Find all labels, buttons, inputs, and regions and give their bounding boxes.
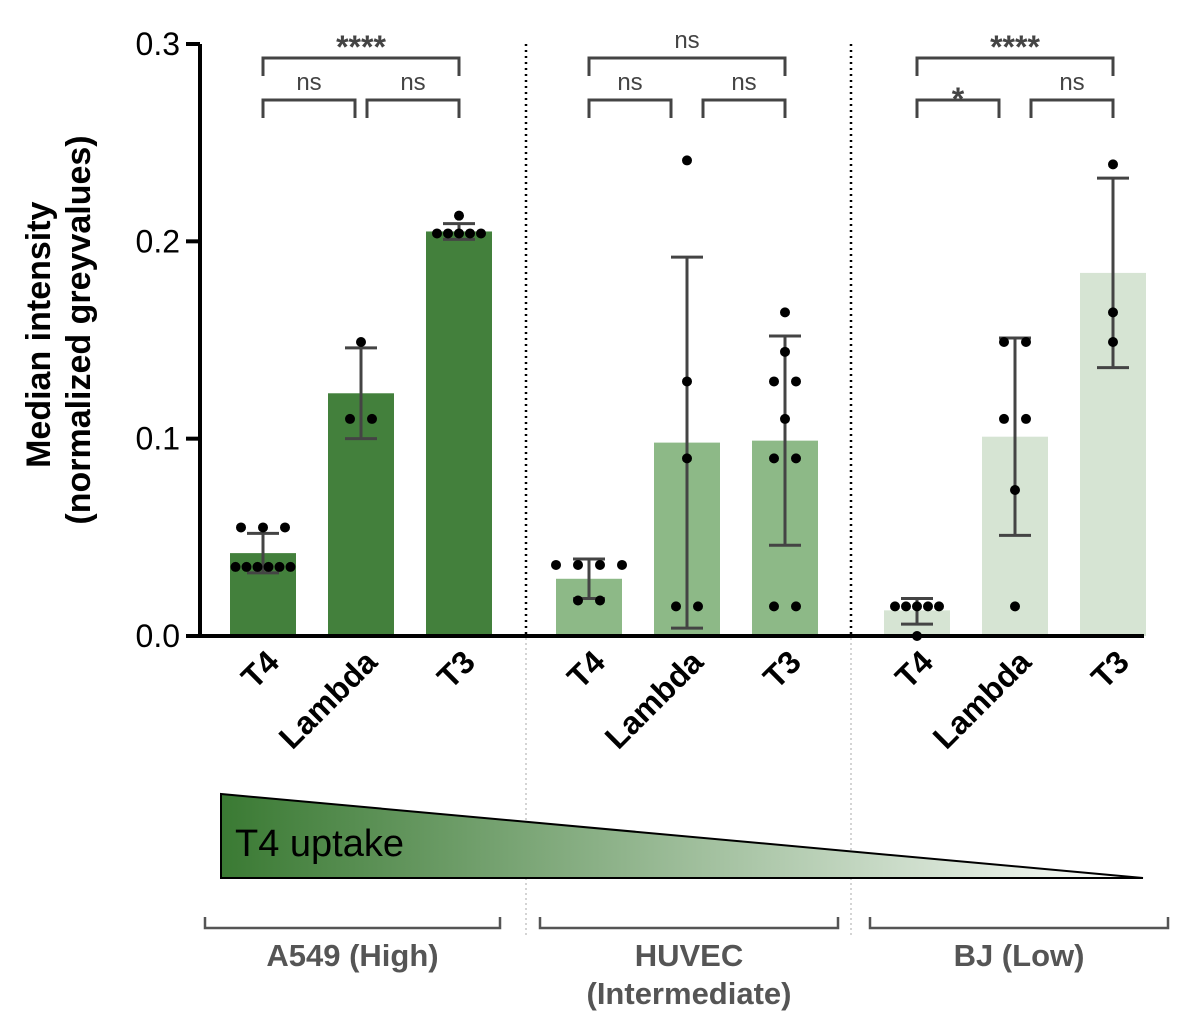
x-label-bj-lambda: Lambda (926, 643, 1038, 755)
x-label-huvec-t3: T3 (756, 643, 808, 695)
significance-label: ns (731, 69, 756, 96)
data-point (230, 561, 241, 572)
x-label-a549-lambda: Lambda (272, 643, 384, 755)
data-point (890, 601, 900, 612)
data-point (901, 601, 911, 612)
significance-bracket (1029, 98, 1115, 118)
group-label-bj: BJ (Low) (954, 938, 1085, 973)
y-tick-label: 0.3 (136, 26, 180, 62)
data-point (595, 559, 605, 570)
data-point (791, 453, 801, 464)
x-label-huvec-lambda: Lambda (598, 643, 710, 755)
significance-label: ns (674, 27, 699, 54)
data-point (923, 601, 933, 612)
data-point (263, 561, 274, 572)
significance-label: * (952, 81, 965, 117)
data-point (769, 453, 779, 464)
significance-bracket (365, 98, 461, 118)
y-axis-title-line-1: Median intensity (20, 201, 58, 467)
significance-bracket (701, 98, 787, 118)
x-label-a549-t3: T3 (430, 643, 482, 695)
significance-label: **** (336, 29, 386, 65)
group-label-huvec-line-2: (Intermediate) (587, 976, 792, 1011)
data-point (682, 453, 692, 464)
data-point (465, 228, 475, 239)
y-tick-label: 0.0 (136, 618, 180, 654)
data-point (791, 601, 801, 612)
group-bracket-bj (868, 917, 1170, 930)
group-label-huvec-line-1: HUVEC (635, 938, 744, 973)
data-point (573, 559, 583, 570)
data-point (1021, 413, 1031, 424)
data-point (432, 228, 442, 239)
data-point (285, 561, 296, 572)
data-point (274, 561, 285, 572)
significance-bracket (915, 98, 1001, 118)
y-tick-label: 0.1 (136, 421, 180, 457)
data-point (780, 413, 790, 424)
data-point (682, 155, 692, 166)
y-tick-label: 0.2 (136, 223, 180, 259)
group-label-a549: A549 (High) (266, 938, 438, 973)
significance-label: ns (400, 69, 425, 96)
data-point (1021, 336, 1031, 347)
data-point (693, 601, 703, 612)
significance-label: ns (1059, 69, 1084, 96)
data-point (780, 307, 790, 318)
data-point (912, 601, 922, 612)
significance-bracket (261, 56, 461, 76)
data-point (367, 413, 377, 424)
x-label-huvec-t4: T4 (560, 643, 612, 695)
data-point (1108, 159, 1118, 170)
data-point (443, 228, 453, 239)
data-point (573, 595, 583, 606)
data-point (791, 376, 801, 387)
data-point (236, 522, 246, 533)
significance-bracket (915, 56, 1115, 76)
data-point (476, 228, 486, 239)
data-point (345, 413, 355, 424)
data-point (682, 376, 692, 387)
data-point (1010, 484, 1020, 495)
data-point (595, 595, 605, 606)
y-axis-title: Median intensity (normalized greyvalues) (20, 135, 98, 524)
data-point (356, 336, 366, 347)
x-label-bj-t3: T3 (1084, 643, 1136, 695)
data-point (999, 413, 1009, 424)
data-point (671, 601, 681, 612)
data-point (769, 376, 779, 387)
data-point (258, 522, 268, 533)
data-point (252, 561, 263, 572)
bar-a549-t3 (426, 231, 492, 636)
significance-bracket (261, 98, 357, 118)
data-point (280, 522, 290, 533)
data-point (780, 346, 790, 357)
data-point (934, 601, 944, 612)
y-axis-title-line-2: (normalized greyvalues) (60, 135, 98, 524)
group-bracket-a549 (203, 917, 502, 930)
x-label-bj-t4: T4 (888, 643, 940, 695)
data-point (1108, 336, 1118, 347)
significance-bracket (587, 98, 673, 118)
data-point (1010, 601, 1020, 612)
significance-label: ns (296, 69, 321, 96)
data-point (999, 336, 1009, 347)
data-point (1108, 307, 1118, 318)
data-point (617, 559, 627, 570)
t4-uptake-gradient-wedge (220, 792, 1144, 879)
data-point (241, 561, 252, 572)
x-label-a549-t4: T4 (234, 643, 286, 695)
significance-label: **** (990, 29, 1040, 65)
data-point (454, 228, 464, 239)
data-point (769, 601, 779, 612)
significance-label: ns (617, 69, 642, 96)
data-point (454, 210, 464, 221)
t4-uptake-label: T4 uptake (235, 823, 404, 865)
data-point (551, 559, 561, 570)
significance-bracket (587, 56, 787, 76)
group-bracket-huvec (538, 917, 840, 930)
